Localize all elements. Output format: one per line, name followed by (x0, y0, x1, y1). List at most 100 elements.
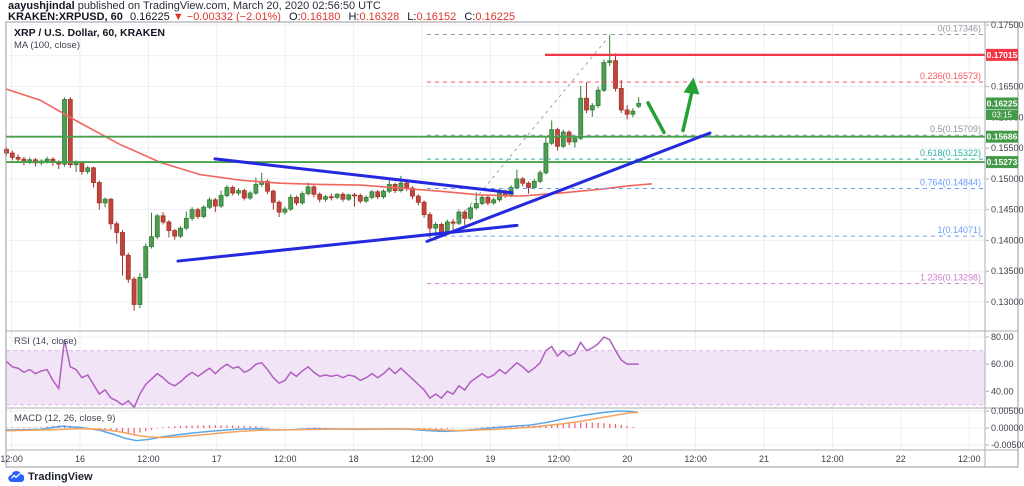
rsi-tick-label: 40.00 (991, 386, 1014, 396)
tradingview-attribution: TradingView (8, 470, 93, 483)
candle-body (468, 207, 473, 219)
bar-countdown: 03:15 (992, 110, 1013, 119)
rsi-pane-label: RSI (14, close) (14, 336, 77, 347)
candle-body (96, 182, 102, 204)
candle-body (270, 190, 276, 203)
candle-body (282, 208, 288, 213)
candle-body (555, 129, 560, 147)
price-tick-label: 0.15500 (991, 143, 1024, 153)
high-label: H: (348, 11, 360, 23)
candle-body (601, 62, 607, 91)
time-tick-label: 21 (759, 454, 769, 464)
candle-body (357, 195, 363, 202)
candle-body (85, 167, 91, 172)
last-price: 0.16225 (129, 11, 170, 23)
candle-body (636, 103, 642, 107)
candle-body (125, 254, 131, 280)
time-tick-label: 12:00 (137, 454, 160, 464)
tradingview-logo-text: TradingView (28, 470, 93, 483)
rsi-line (5, 336, 639, 409)
level-price-label: 0.17015 (987, 50, 1018, 60)
descending-resistance-trendline[interactable] (213, 157, 514, 195)
candle-body (265, 180, 270, 192)
candle-body (172, 230, 178, 237)
close-label: C: (464, 11, 476, 23)
level-price-label-box (986, 130, 1018, 143)
time-tick-label: 12:00 (411, 454, 434, 464)
candle-body (15, 156, 21, 160)
ma-indicator-label: MA (100, close) (14, 40, 80, 51)
time-tick-label: 12:00 (548, 454, 571, 464)
price-tick-label: 0.13000 (991, 297, 1024, 307)
candle-body (305, 186, 311, 195)
candle-body (439, 224, 444, 233)
candle-body (520, 178, 526, 184)
candle-body (323, 196, 328, 200)
candle-body (410, 187, 415, 197)
candle-body (247, 192, 253, 199)
macd-tick-label: 0.00000 (991, 423, 1024, 433)
candle-body (218, 195, 224, 207)
candle-body (299, 193, 305, 204)
time-tick-label: 12:00 (684, 454, 707, 464)
time-tick-label: 12:00 (821, 454, 844, 464)
candle-body (288, 196, 294, 210)
time-tick-label: 20 (622, 454, 632, 464)
candle-body (491, 199, 497, 204)
candle-body (375, 191, 381, 198)
candle-body (91, 167, 96, 183)
candle-body (456, 211, 462, 224)
chart-frame (5, 21, 1019, 468)
candle-body (398, 182, 404, 191)
price-tick-label: 0.17500 (991, 20, 1024, 30)
candle-body (531, 180, 537, 188)
candle-body (578, 97, 584, 139)
price-tick-label: 0.14000 (991, 235, 1024, 245)
candle-body (137, 276, 143, 305)
price-tick-label: 0.14500 (991, 205, 1024, 215)
candle-body (224, 187, 230, 196)
steep-ascending-trendline[interactable] (425, 131, 712, 243)
ma-100-line (5, 88, 653, 197)
candle-body (253, 184, 259, 194)
ascending-support-trendline[interactable] (176, 223, 519, 263)
high-value: 0.16328 (359, 11, 400, 23)
candle-body (212, 199, 218, 207)
green-up-arrow-shaft[interactable] (681, 89, 694, 133)
level-price-label: 0.15686 (987, 132, 1018, 142)
last-price-label-box (986, 97, 1018, 110)
green-up-arrow-head[interactable] (683, 77, 700, 95)
candle-body (143, 246, 149, 278)
symbol-status-line: KRAKEN:XRPUSD, 60 0.16225 ▼ −0.00332 (−2… (8, 11, 515, 23)
candle-body (340, 193, 346, 200)
candle-body (346, 194, 352, 200)
candle-body (294, 196, 299, 204)
candle-body (67, 99, 73, 166)
fib-level-label: 1.236(0.13298) (920, 273, 981, 283)
candle-body (363, 196, 369, 202)
candle-body (560, 131, 566, 147)
candle-body (276, 201, 282, 213)
candle-body (114, 223, 120, 233)
last-price-label: 0.16225 (987, 98, 1018, 108)
time-tick-label: 12:00 (958, 454, 981, 464)
candle-body (189, 209, 195, 219)
fib-level-label: 0.5(0.15709) (930, 124, 981, 134)
candle-body (207, 199, 212, 208)
candle-body (241, 190, 247, 199)
green-stroke-annotation[interactable] (646, 101, 666, 135)
candle-body (352, 194, 357, 197)
candle-body (543, 142, 549, 174)
candle-body (421, 201, 427, 215)
time-tick-label: 18 (349, 454, 359, 464)
candle-body (120, 232, 125, 256)
candle-body (589, 105, 595, 111)
open-label: O: (289, 11, 301, 23)
author-name: aayushjindal (8, 0, 75, 12)
candle-body (526, 182, 531, 188)
candle-body (462, 211, 468, 219)
time-tick-label: 16 (75, 454, 85, 464)
candle-body (473, 203, 479, 209)
